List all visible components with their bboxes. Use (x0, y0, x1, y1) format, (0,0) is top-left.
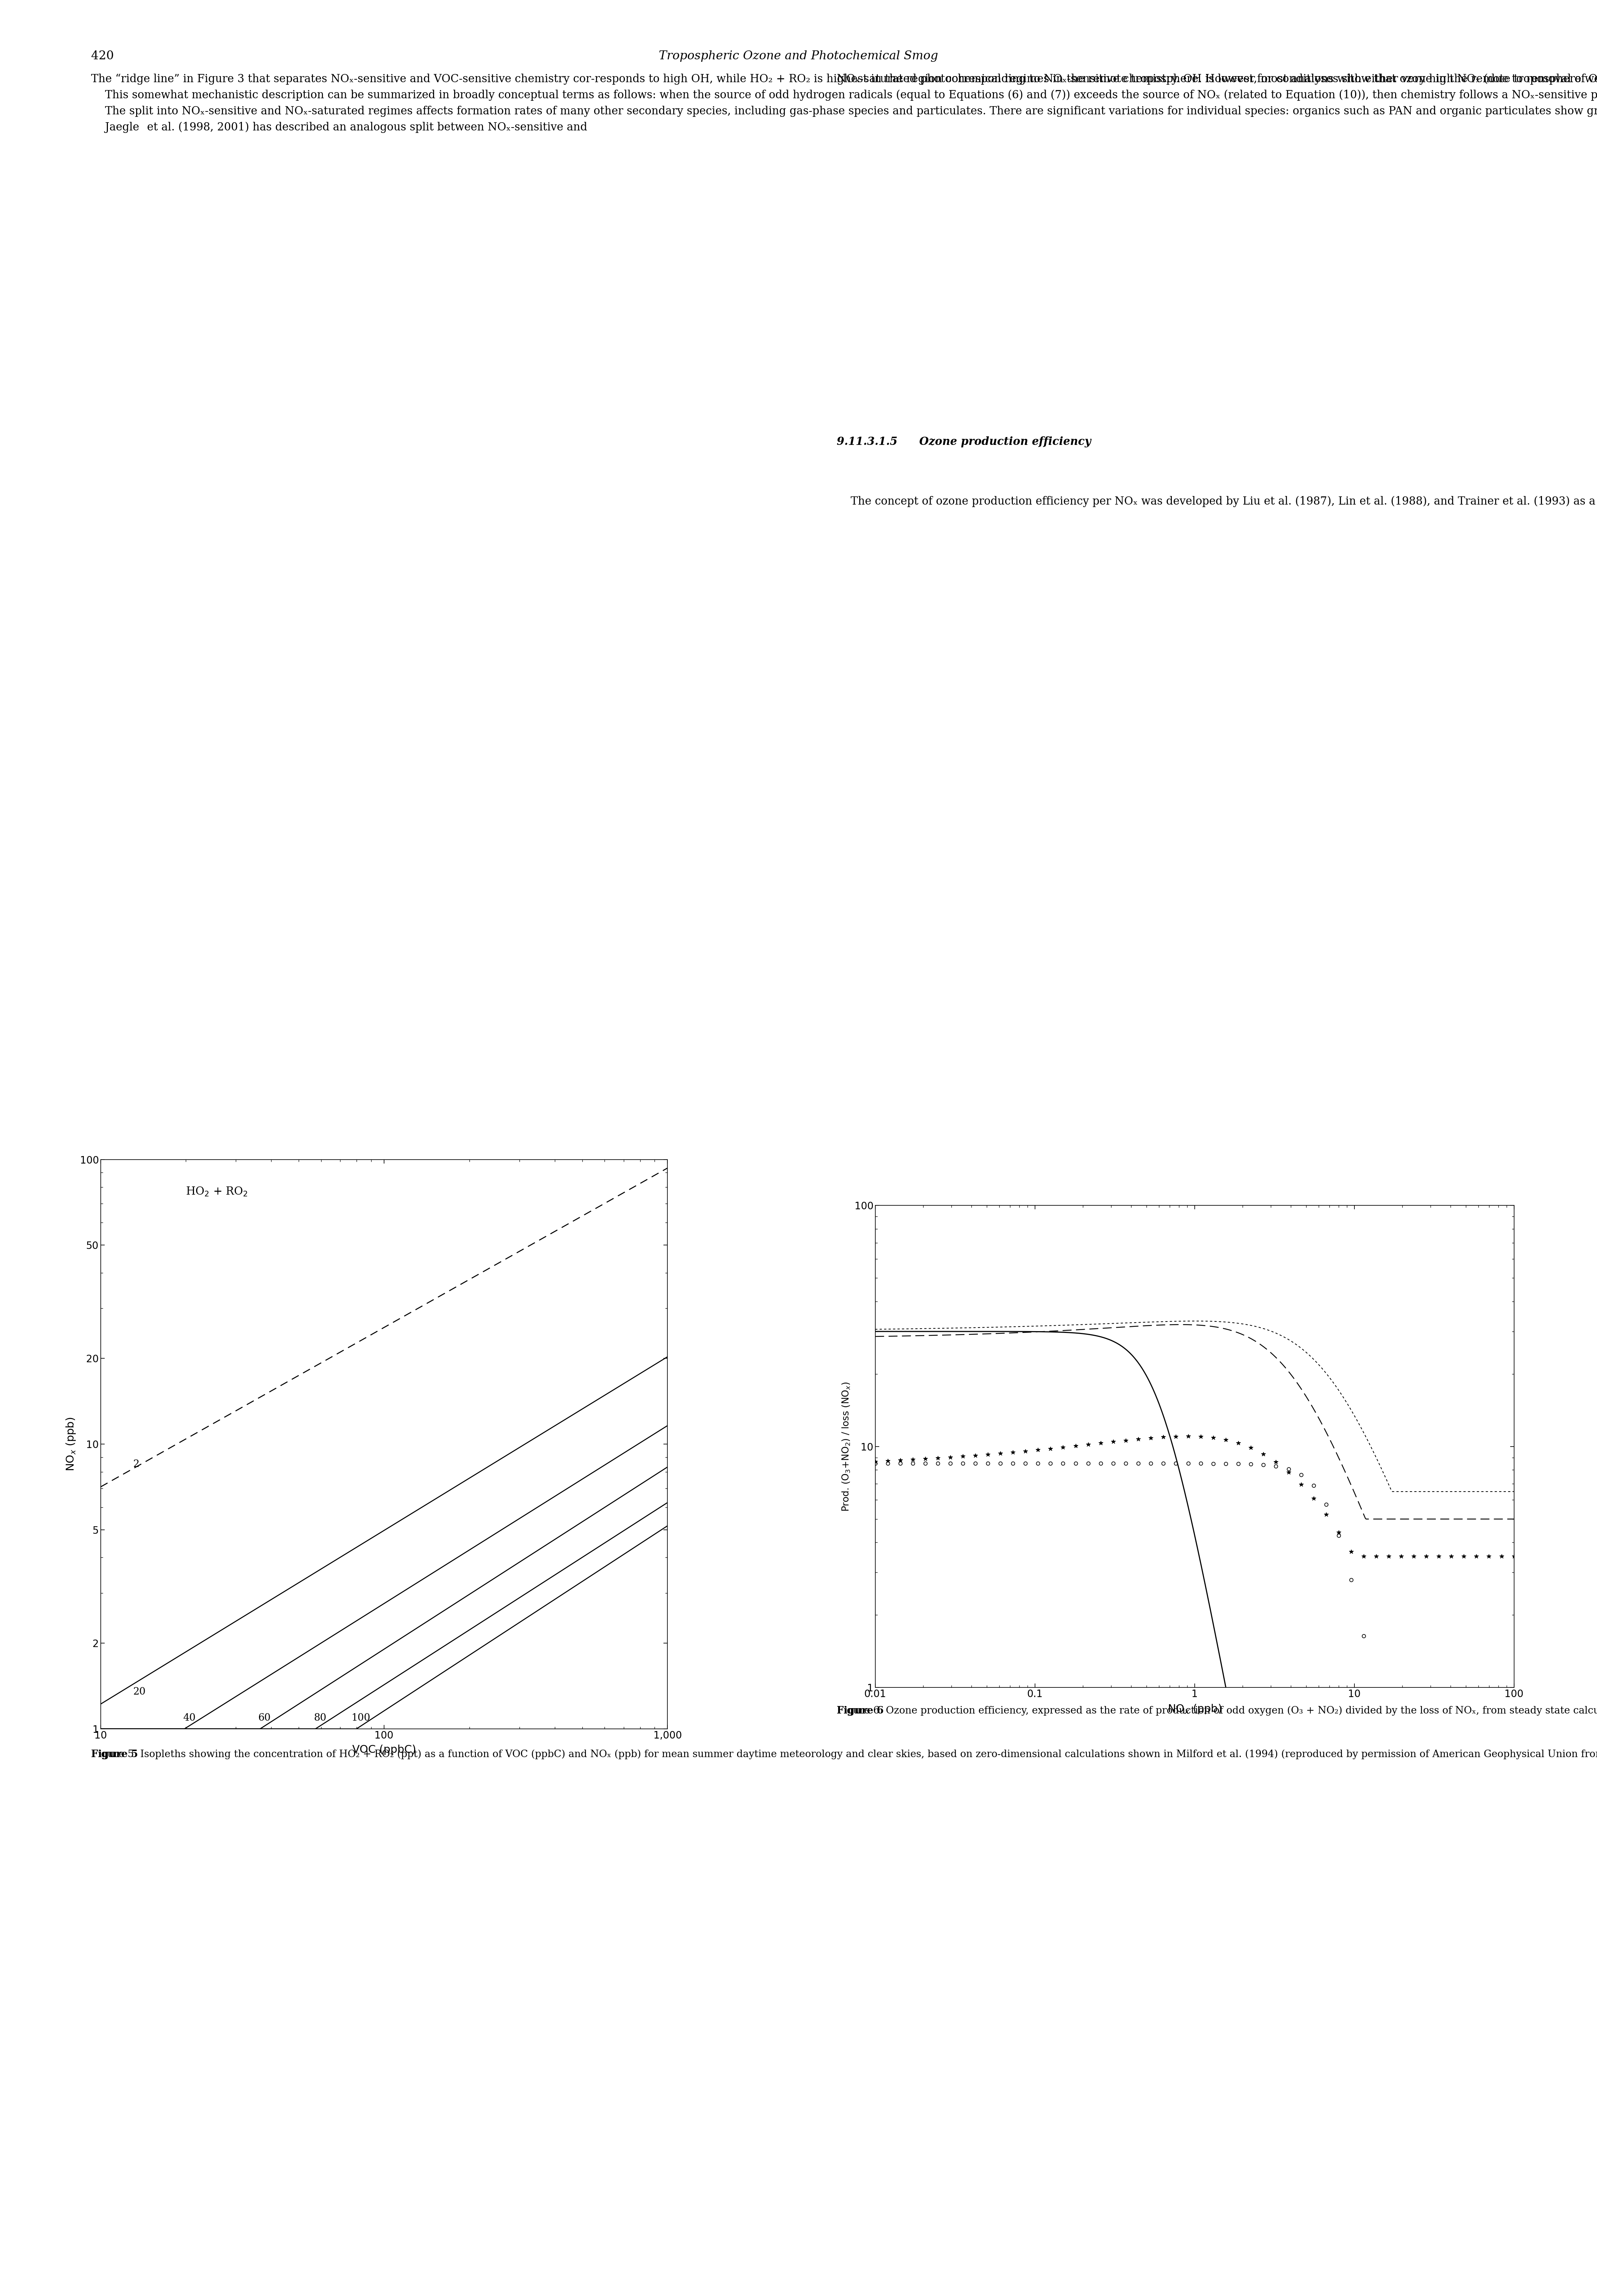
Text: 9.11.3.1.5  Ozone production efficiency: 9.11.3.1.5 Ozone production efficiency (837, 436, 1091, 448)
Text: 20: 20 (133, 1688, 145, 1697)
Text: 80: 80 (313, 1713, 326, 1722)
Text: 40: 40 (184, 1713, 195, 1722)
X-axis label: NO$_x$ (ppb): NO$_x$ (ppb) (1167, 1704, 1222, 1715)
Text: 420: 420 (91, 51, 113, 62)
Text: 100: 100 (351, 1713, 371, 1722)
Text: Tropospheric Ozone and Photochemical Smog: Tropospheric Ozone and Photochemical Smo… (660, 51, 937, 62)
Text: 2: 2 (133, 1460, 139, 1469)
Text: The “ridge line” in Figure 3 that separates NOₓ-sensitive and VOC-sensitive chem: The “ridge line” in Figure 3 that separa… (91, 73, 1597, 133)
Text: HO$_2$ + RO$_2$: HO$_2$ + RO$_2$ (185, 1187, 248, 1199)
X-axis label: VOC (ppbC): VOC (ppbC) (353, 1745, 415, 1754)
Text: NOₓ-saturated photochemical regimes in the remote troposphere. However, most ana: NOₓ-saturated photochemical regimes in t… (837, 73, 1597, 85)
Text: Figure 5  Isopleths showing the concentration of HO₂ + RO₂ (ppt) as a function o: Figure 5 Isopleths showing the concentra… (91, 1750, 1597, 1759)
Text: The concept of ozone production efficiency per NOₓ was developed by Liu et al. (: The concept of ozone production efficien… (837, 496, 1597, 507)
Text: Figure 5: Figure 5 (91, 1750, 137, 1759)
Text: 60: 60 (257, 1713, 270, 1722)
Y-axis label: NO$_x$ (ppb): NO$_x$ (ppb) (65, 1417, 77, 1472)
Y-axis label: Prod. (O$_3$+NO$_2$) / loss (NO$_x$): Prod. (O$_3$+NO$_2$) / loss (NO$_x$) (842, 1382, 851, 1511)
Text: Figure 6  Ozone production efficiency, expressed as the rate of production of od: Figure 6 Ozone production efficiency, ex… (837, 1706, 1597, 1715)
Text: Figure 6: Figure 6 (837, 1706, 883, 1715)
